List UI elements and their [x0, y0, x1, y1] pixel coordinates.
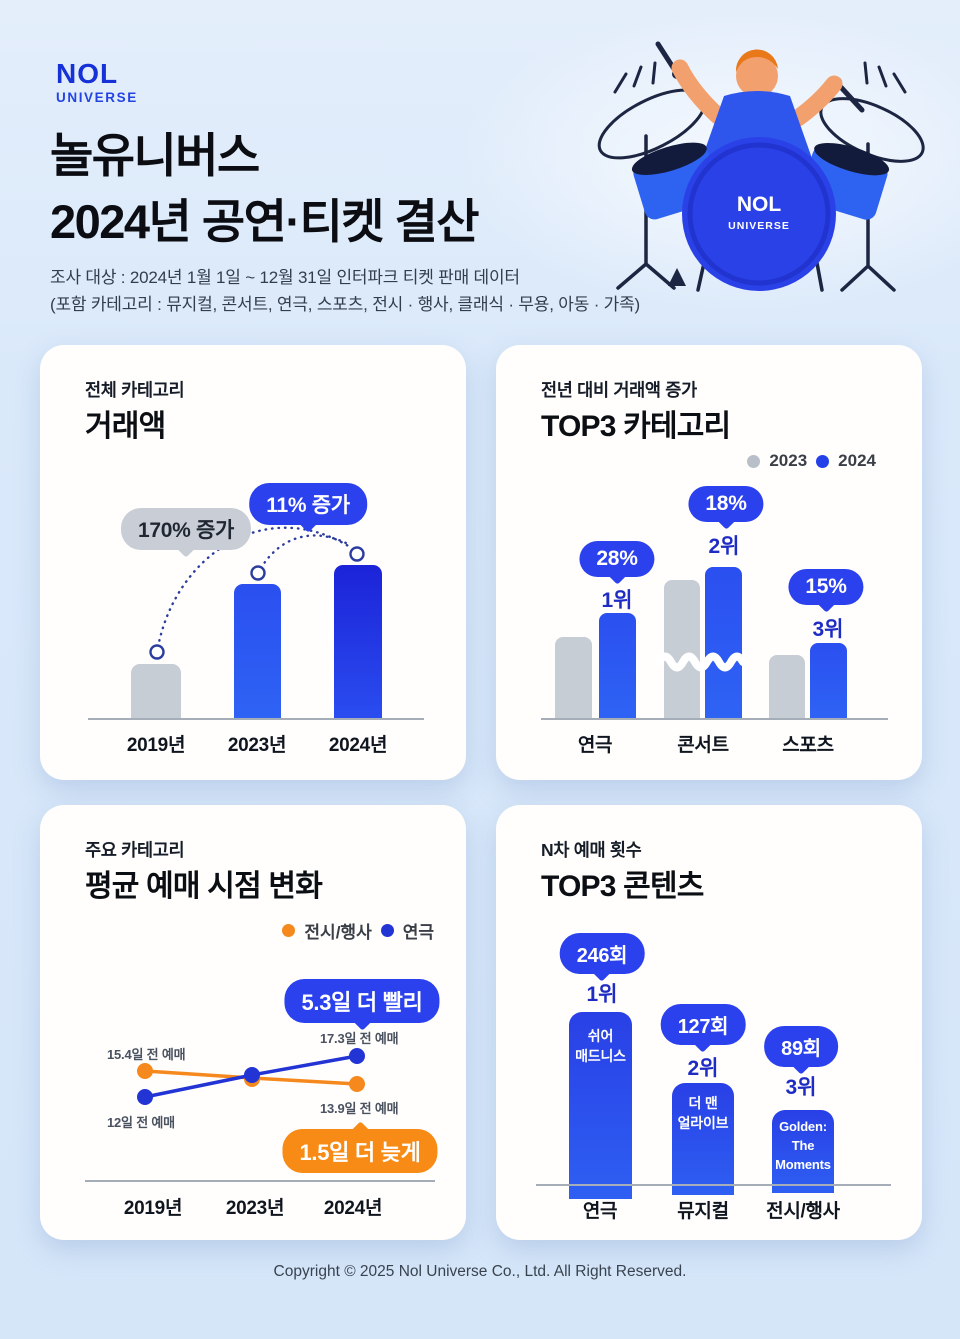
- x-label-2023: 2023년: [225, 1198, 285, 1219]
- card-top3-category: 전년 대비 거래액 증가 TOP3 카테고리 2023 2024 28% 1위 …: [496, 345, 922, 780]
- drumstick-right: [835, 81, 865, 113]
- page-title-line2: 2024년 공연·티켓 결산: [50, 195, 480, 248]
- card4-eyebrow: N차 예매 횟수: [541, 840, 642, 860]
- legend-label-2023: 2023: [769, 451, 808, 470]
- bar-concert-2023: [664, 580, 700, 719]
- legend-dot-2024: [816, 454, 830, 468]
- x-label-2019: 2019년: [126, 735, 186, 756]
- rank-theater: 1위: [601, 589, 633, 612]
- drum-logo-nol: NOL: [737, 193, 782, 216]
- drummer-arm-left: [671, 59, 727, 125]
- card1-title: 거래액: [85, 410, 166, 443]
- bar-label-theater: 쉬어 매드니스: [575, 1028, 626, 1065]
- card3-title: 평균 예매 시점 변화: [85, 870, 323, 903]
- drummer-illustration: NOL UNIVERSE: [597, 41, 925, 292]
- x-label-2019: 2019년: [123, 1198, 183, 1219]
- card-top3-content: N차 예매 횟수 TOP3 콘텐츠 246회 1위 127회 2위 89회 3위…: [496, 805, 922, 1240]
- logo-text-nol: NOL: [56, 58, 119, 89]
- legend-dot-exhibit: [282, 924, 296, 937]
- bar-2019: [131, 664, 181, 719]
- trend-lines-chart: [137, 1048, 365, 1105]
- x-axis: [541, 718, 888, 720]
- legend-years: 2023 2024: [747, 451, 876, 471]
- card2-eyebrow: 전년 대비 거래액 증가: [541, 380, 697, 400]
- legend-dot-theater: [380, 924, 394, 937]
- bar-sports-2024: [810, 643, 847, 719]
- bar-theater-2024: [599, 613, 636, 719]
- survey-scope-text: 조사 대상 : 2024년 1월 1일 ~ 12월 31일 인터파크 티켓 판매…: [50, 268, 520, 287]
- card1-eyebrow: 전체 카테고리: [85, 380, 185, 400]
- drummer-head: [736, 55, 778, 97]
- x-axis: [85, 1180, 435, 1182]
- bass-drum: [682, 137, 836, 291]
- faster-bubble: 5.3일 더 빨리: [284, 979, 440, 1031]
- drum-logo-universe: UNIVERSE: [728, 220, 790, 232]
- bar-2024: [334, 565, 382, 719]
- rank-3: 3위: [785, 1076, 817, 1099]
- x-label-exhibit: 전시/행사: [766, 1201, 840, 1222]
- x-label-theater: 연극: [582, 1201, 618, 1222]
- copyright-text: Copyright © 2025 Nol Universe Co., Ltd. …: [273, 1263, 687, 1280]
- x-label-theater: 연극: [577, 735, 613, 756]
- card-total-revenue: 전체 카테고리 거래액 170% 증가 11% 증가 2019년 2023년 2…: [40, 345, 466, 780]
- bar-label-exhibit: Golden: The Moments: [775, 1119, 831, 1172]
- x-label-2024: 2024년: [328, 735, 388, 756]
- accent-marks: [613, 61, 907, 94]
- bar-sports-2023: [769, 655, 805, 719]
- growth-bubble-170: 170% 증가: [120, 508, 252, 558]
- logo-text-universe: UNIVERSE: [56, 90, 138, 105]
- card-booking-time: 주요 카테고리 평균 예매 시점 변화 전시/행사 연극 5.3일 더 빨리 1…: [40, 805, 466, 1240]
- count-bubble-3: 89회: [764, 1026, 838, 1075]
- drummer-hair: [735, 49, 778, 72]
- card4-title: TOP3 콘텐츠: [541, 870, 704, 903]
- growth-bubble-sports: 15%: [788, 569, 864, 613]
- note-theater-2024: 17.3일 전 예매: [320, 1031, 399, 1046]
- note-theater-2019: 12일 전 예매: [107, 1115, 175, 1130]
- growth-bubble-11: 11% 증가: [249, 483, 367, 533]
- bar-2023: [234, 584, 281, 719]
- rank-concert: 2위: [708, 535, 740, 558]
- x-label-concert: 콘서트: [677, 735, 729, 756]
- x-label-sports: 스포츠: [782, 735, 834, 756]
- x-label-2024: 2024년: [323, 1198, 383, 1219]
- bar-exhibit: Golden: The Moments: [772, 1110, 834, 1193]
- bass-pedal: [668, 268, 686, 286]
- axis-break-wave: [655, 652, 747, 672]
- page-title-line1: 놀유니버스: [50, 129, 260, 182]
- legend-label-theater: 연극: [402, 923, 434, 942]
- growth-bubble-theater: 28%: [579, 541, 655, 585]
- x-label-musical: 뮤지컬: [677, 1201, 729, 1222]
- x-label-2023: 2023년: [227, 735, 287, 756]
- later-bubble: 1.5일 더 늦게: [282, 1121, 438, 1173]
- legend-label-exhibit: 전시/행사: [304, 923, 372, 942]
- bar-musical: 더 맨 얼라이브: [672, 1083, 734, 1195]
- bar-theater-2023: [555, 637, 592, 719]
- legend-dot-2023: [747, 454, 761, 468]
- x-axis: [536, 1184, 891, 1186]
- x-axis: [88, 718, 424, 720]
- growth-bubble-concert: 18%: [688, 486, 764, 530]
- rank-2: 2위: [687, 1057, 719, 1080]
- included-categories-text: (포함 카테고리 : 뮤지컬, 콘서트, 연극, 스포츠, 전시 · 행사, 클…: [50, 295, 641, 314]
- note-exhibit-2019: 15.4일 전 예매: [107, 1047, 186, 1062]
- bar-label-musical: 더 맨 얼라이브: [677, 1095, 729, 1132]
- rank-sports: 3위: [812, 618, 844, 641]
- bar-theater: 쉬어 매드니스: [569, 1012, 632, 1199]
- legend-series: 전시/행사 연극: [282, 918, 434, 943]
- nol-universe-logo: NOL UNIVERSE: [56, 60, 138, 105]
- card2-title: TOP3 카테고리: [541, 410, 731, 443]
- rank-1: 1위: [586, 983, 618, 1006]
- count-bubble-1: 246회: [559, 933, 645, 982]
- note-exhibit-2024: 13.9일 전 예매: [320, 1101, 399, 1116]
- legend-label-2024: 2024: [838, 451, 876, 470]
- drummer-arm-right: [789, 75, 843, 127]
- count-bubble-2: 127회: [660, 1004, 746, 1053]
- card3-eyebrow: 주요 카테고리: [85, 840, 185, 860]
- bar-concert-2024: [705, 567, 742, 719]
